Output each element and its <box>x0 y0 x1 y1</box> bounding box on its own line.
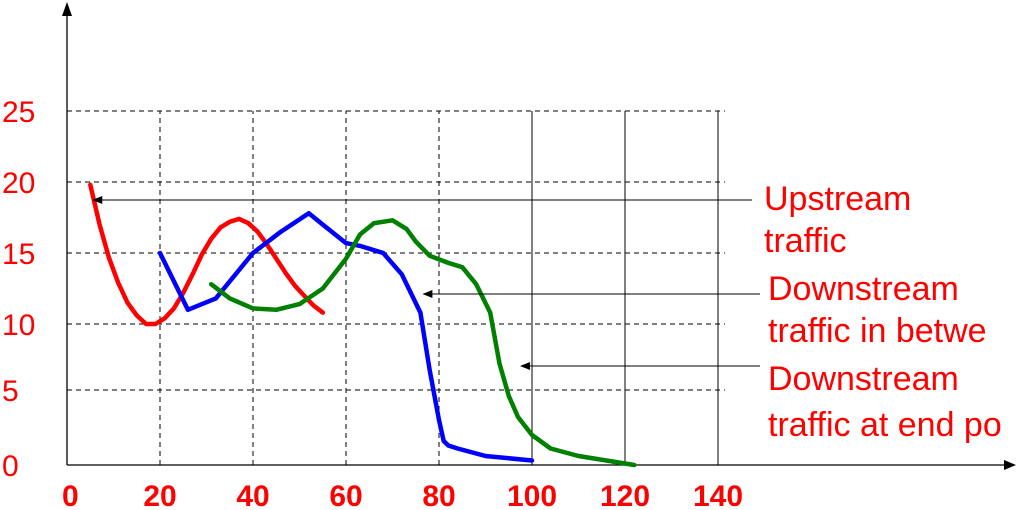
x-tick-label: 100 <box>507 480 557 510</box>
annotation-label: Downstream <box>768 270 959 308</box>
annotations: Upstream traffic Downstream traffic in betw… <box>92 180 1002 444</box>
y-axis-arrow-icon <box>62 2 72 16</box>
axes <box>62 2 1016 470</box>
x-tick-label: 140 <box>693 480 743 510</box>
x-tick-label: 40 <box>236 480 269 510</box>
x-tick-label: 80 <box>422 480 455 510</box>
x-axis-arrow-icon <box>1004 460 1016 470</box>
annotation-label: traffic at end po <box>768 406 1002 444</box>
annotation-label: Upstream <box>764 180 911 218</box>
y-tick-label: 10 <box>2 309 35 342</box>
grid <box>67 110 725 465</box>
y-tick-label: 15 <box>2 238 35 271</box>
y-tick-label: 0 <box>2 450 19 483</box>
x-tick-label: 60 <box>329 480 362 510</box>
y-tick-label: 5 <box>2 375 19 408</box>
y-tick-labels: 0 5 10 15 20 25 <box>2 96 35 483</box>
y-tick-label: 25 <box>2 96 35 129</box>
y-tick-label: 20 <box>2 167 35 200</box>
series-line-3 <box>208 218 637 468</box>
series <box>88 182 637 468</box>
x-tick-label: 0 <box>62 480 79 510</box>
x-tick-labels: 0 20 40 60 80 100 120 140 <box>62 480 743 510</box>
series-line-1 <box>88 182 326 327</box>
x-tick-label: 20 <box>143 480 176 510</box>
x-tick-label: 120 <box>600 480 650 510</box>
annotation-label: traffic in betwe <box>768 312 987 350</box>
annotation-label: traffic <box>764 222 847 260</box>
series-line-2 <box>157 210 535 463</box>
annotation-label: Downstream <box>768 360 959 398</box>
